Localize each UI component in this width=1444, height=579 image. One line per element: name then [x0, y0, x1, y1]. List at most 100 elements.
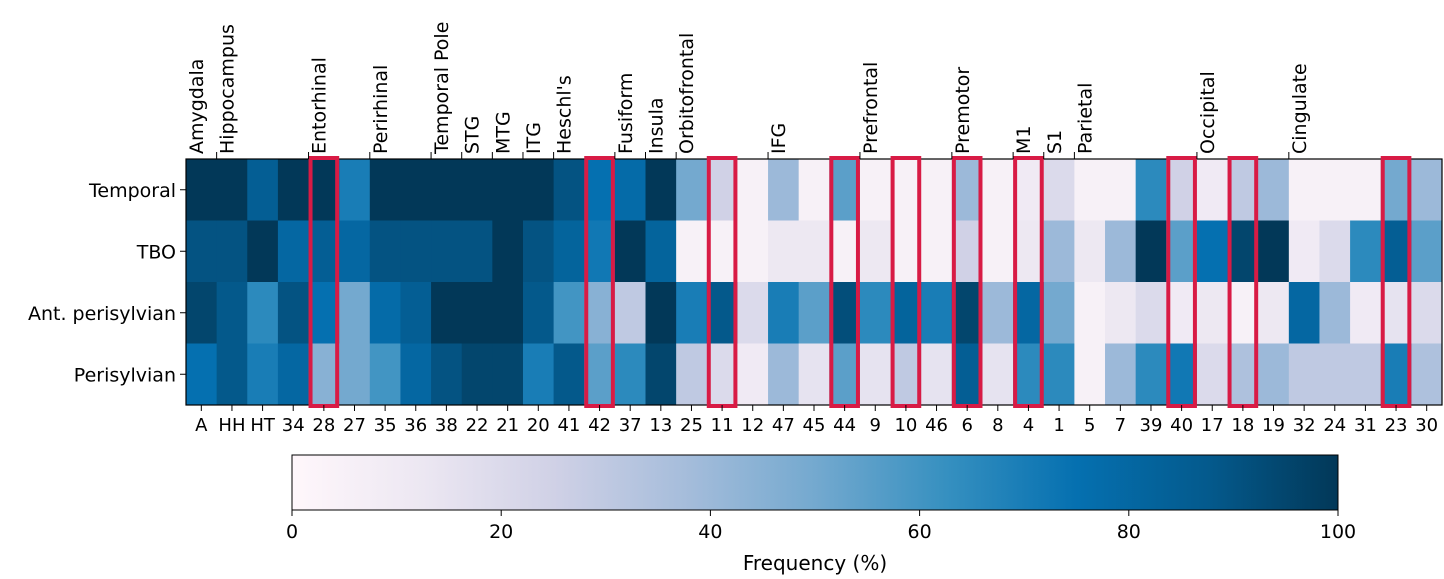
column-label: 13	[649, 415, 672, 436]
heatmap-cell	[369, 343, 401, 406]
column-label: 6	[961, 415, 972, 436]
column-label: 46	[925, 415, 948, 436]
heatmap-cell	[645, 220, 677, 283]
heatmap-cell	[461, 220, 493, 283]
column-label: 20	[527, 415, 550, 436]
column-label: 44	[833, 415, 856, 436]
column-label: 7	[1115, 415, 1126, 436]
heatmap-cell	[706, 343, 738, 406]
region-label: Hippocampus	[217, 24, 239, 154]
heatmap-cell	[1166, 282, 1198, 344]
column-label: 34	[282, 415, 305, 436]
heatmap-cell	[1166, 159, 1198, 221]
column-label: 37	[619, 415, 642, 436]
heatmap-cell	[1043, 343, 1075, 406]
heatmap-cell	[1013, 159, 1045, 221]
colorbar-tick-label: 60	[908, 521, 932, 543]
heatmap-cell	[186, 282, 218, 344]
heatmap-cell	[1319, 343, 1351, 406]
column-label: 21	[496, 415, 519, 436]
colorbar-label: Frequency (%)	[743, 551, 887, 575]
column-label: 47	[772, 415, 795, 436]
heatmap-cell	[614, 343, 647, 406]
heatmap-cell	[1411, 159, 1443, 221]
region-labels: Amygdala Hippocampus Entorhinal Perirhinal T…	[186, 22, 1311, 159]
heatmap-cell	[1227, 343, 1259, 406]
heatmap-cell	[614, 159, 647, 221]
heatmap-cell	[829, 343, 861, 406]
heatmap-cell	[1380, 282, 1412, 344]
heatmap-cell	[645, 282, 677, 344]
column-label: HH	[218, 415, 245, 436]
heatmap-cell	[431, 159, 463, 221]
heatmap-cell	[859, 220, 892, 283]
heatmap-cell	[1043, 220, 1075, 283]
heatmap-cell	[737, 220, 769, 283]
heatmap-cell	[247, 282, 279, 344]
heatmap-cell	[1319, 282, 1351, 344]
heatmap-cell	[247, 159, 279, 221]
heatmap-cell	[768, 220, 800, 283]
heatmap-cell	[1135, 159, 1167, 221]
heatmap-cell	[951, 220, 983, 283]
heatmap-cell	[1074, 343, 1106, 406]
column-label: 32	[1293, 415, 1316, 436]
heatmap-cell	[584, 159, 616, 221]
column-label: 25	[680, 415, 703, 436]
heatmap-cell	[676, 159, 708, 221]
heatmap-cell	[186, 220, 218, 283]
column-label: 45	[803, 415, 826, 436]
heatmap-cell	[1135, 282, 1167, 344]
column-label: 23	[1385, 415, 1408, 436]
heatmap-cell	[737, 343, 769, 406]
region-label: Entorhinal	[309, 57, 331, 154]
heatmap-cell	[216, 159, 248, 221]
heatmap-cell	[1380, 159, 1412, 221]
heatmap-cell	[1258, 343, 1290, 406]
heatmap-cell	[1288, 343, 1320, 406]
heatmap-cell	[890, 159, 922, 221]
heatmap-cell	[492, 282, 524, 344]
heatmap-cell	[1288, 282, 1320, 344]
heatmap-cell	[1196, 343, 1229, 406]
region-label: Heschl's	[554, 75, 576, 154]
column-label: 31	[1354, 415, 1377, 436]
heatmap-cell	[768, 159, 800, 221]
heatmap-cell	[1074, 159, 1106, 221]
heatmap-cell	[737, 159, 769, 221]
heatmap-cell	[676, 220, 708, 283]
heatmap-cell	[859, 159, 892, 221]
heatmap-cell	[982, 282, 1014, 344]
heatmap-cell	[339, 220, 371, 283]
heatmap-cell	[522, 282, 555, 344]
region-label: Premotor	[952, 67, 974, 154]
heatmap-cell	[1227, 220, 1259, 283]
heatmap-cell	[1411, 282, 1443, 344]
heatmap-cell	[951, 159, 983, 221]
heatmap-cell	[584, 343, 616, 406]
heatmap-cell	[890, 343, 922, 406]
heatmap-cell	[1166, 220, 1198, 283]
heatmap-cell	[1319, 159, 1351, 221]
heatmap-cell	[1166, 343, 1198, 406]
colorbar-tick-label: 40	[698, 521, 722, 543]
heatmap-cell	[308, 159, 340, 221]
heatmap-cell	[553, 220, 585, 283]
heatmap-cell	[369, 159, 401, 221]
heatmap-cell	[829, 220, 861, 283]
heatmap-cell	[1105, 220, 1137, 283]
colorbar-tick-label: 20	[489, 521, 513, 543]
heatmap-cell	[1258, 282, 1290, 344]
heatmap-cell	[553, 159, 585, 221]
colorbar: 0 20 40 60 80 100 Frequency (%)	[286, 454, 1356, 575]
column-label: 42	[588, 415, 611, 436]
row-label: Temporal	[88, 180, 176, 202]
colorbar-tick-label: 0	[286, 521, 298, 543]
heatmap-cell	[1350, 159, 1382, 221]
heatmap-cell	[400, 220, 432, 283]
column-label: 35	[374, 415, 397, 436]
heatmap-cell	[1380, 343, 1412, 406]
region-label: IFG	[768, 123, 790, 154]
heatmap-cell	[951, 343, 983, 406]
heatmap-cell	[890, 282, 922, 344]
